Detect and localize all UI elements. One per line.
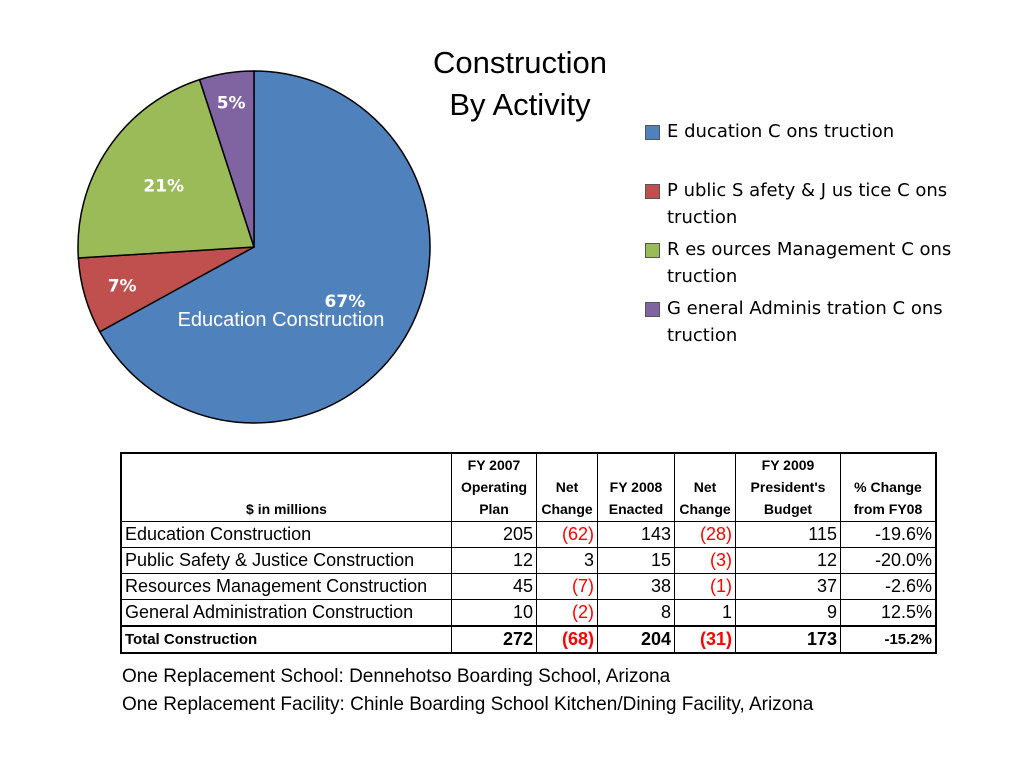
pie-slice-resources xyxy=(77,78,256,259)
legend-item-education: E ducation C ons truction xyxy=(645,118,965,145)
cell-net-change-2: (28) xyxy=(674,521,736,548)
total-net-change-1: (68) xyxy=(536,625,598,654)
header-fy2007: FY 2007 Operating Plan xyxy=(451,452,537,522)
total-pct-change: -15.2% xyxy=(840,625,937,654)
chart-title-line: By Activity xyxy=(449,87,591,122)
cell-fy2007: 12 xyxy=(451,547,537,574)
header-pct-change: % Change from FY08 xyxy=(840,452,937,522)
header-net-change-1: Net Change xyxy=(536,452,598,522)
legend-label-general-admin: G eneral Adminis tration C ons truction xyxy=(667,298,943,346)
pie-annotation: Education Construction xyxy=(178,309,385,331)
header-in-millions: $ in millions xyxy=(120,452,452,522)
table-row: Resources Management Construction 45 (7)… xyxy=(120,573,937,600)
legend-swatch-education xyxy=(645,125,660,140)
cell-pct-change: -2.6% xyxy=(840,573,937,600)
total-fy2009: 173 xyxy=(735,625,841,654)
cell-fy2009: 115 xyxy=(735,521,841,548)
legend-swatch-resources xyxy=(645,243,660,258)
footer-notes: One Replacement School: Dennehotso Board… xyxy=(122,663,813,719)
legend-label-resources: R es ources Management C ons truction xyxy=(667,239,952,287)
pie-chart: 67% 7% 21% 5% Education Construction xyxy=(77,70,431,424)
cell-fy2009: 9 xyxy=(735,599,841,627)
legend-swatch-general-admin xyxy=(645,302,660,317)
table-row: General Administration Construction 10 (… xyxy=(120,599,937,627)
cell-net-change-1: (7) xyxy=(536,573,598,600)
total-fy2008: 204 xyxy=(597,625,675,654)
cell-fy2008: 8 xyxy=(597,599,675,627)
total-label: Total Construction xyxy=(120,625,452,654)
pie-label-education: 67% xyxy=(325,292,366,312)
legend-item-general-admin: G eneral Adminis tration C ons truction xyxy=(645,295,965,349)
legend-label-public-safety: P ublic S afety & J us tice C ons tructi… xyxy=(667,180,948,228)
pie-slice-general-admin xyxy=(198,70,255,248)
legend-label-education: E ducation C ons truction xyxy=(667,121,895,142)
cell-fy2007: 10 xyxy=(451,599,537,627)
chart-legend: E ducation C ons truction P ublic S afet… xyxy=(645,118,965,354)
table-total-row: Total Construction 272 (68) 204 (31) 173… xyxy=(120,625,937,654)
legend-item-resources: R es ources Management C ons truction xyxy=(645,236,965,290)
pie-label-public-safety: 7% xyxy=(108,276,137,296)
chart-title-line: Construction xyxy=(432,45,608,80)
cell-pct-change: -19.6% xyxy=(840,521,937,548)
header-fy2009: FY 2009 President's Budget xyxy=(735,452,841,522)
legend-item-public-safety: P ublic S afety & J us tice C ons tructi… xyxy=(645,177,965,231)
cell-net-change-2: 1 xyxy=(674,599,736,627)
cell-net-change-1: (2) xyxy=(536,599,598,627)
cell-fy2009: 12 xyxy=(735,547,841,574)
row-label: General Administration Construction xyxy=(120,599,452,627)
cell-fy2008: 143 xyxy=(597,521,675,548)
header-net-change-2: Net Change xyxy=(674,452,736,522)
cell-pct-change: 12.5% xyxy=(840,599,937,627)
total-fy2007: 272 xyxy=(451,625,537,654)
legend-swatch-public-safety xyxy=(645,184,660,199)
chart-title: Construction By Activity xyxy=(380,42,660,126)
table-row: Education Construction 205 (62) 143 (28)… xyxy=(120,521,937,548)
construction-table: $ in millions FY 2007 Operating Plan Net… xyxy=(120,452,937,654)
cell-fy2007: 205 xyxy=(451,521,537,548)
row-label: Public Safety & Justice Construction xyxy=(120,547,452,574)
cell-net-change-1: 3 xyxy=(536,547,598,574)
footer-line-1: One Replacement School: Dennehotso Board… xyxy=(122,666,671,687)
cell-fy2008: 15 xyxy=(597,547,675,574)
footer-line-2: One Replacement Facility: Chinle Boardin… xyxy=(122,694,814,715)
pie-label-resources: 21% xyxy=(143,177,184,197)
row-label: Resources Management Construction xyxy=(120,573,452,600)
chart-title-text: Construction By Activity xyxy=(380,42,660,126)
cell-fy2008: 38 xyxy=(597,573,675,600)
cell-fy2007: 45 xyxy=(451,573,537,600)
row-label: Education Construction xyxy=(120,521,452,548)
pie-slice-education xyxy=(98,70,431,424)
table-header-row: $ in millions FY 2007 Operating Plan Net… xyxy=(120,452,937,522)
total-net-change-2: (31) xyxy=(674,625,736,654)
cell-pct-change: -20.0% xyxy=(840,547,937,574)
cell-net-change-2: (3) xyxy=(674,547,736,574)
cell-net-change-1: (62) xyxy=(536,521,598,548)
table-row: Public Safety & Justice Construction 12 … xyxy=(120,547,937,574)
cell-net-change-2: (1) xyxy=(674,573,736,600)
cell-fy2009: 37 xyxy=(735,573,841,600)
pie-label-general-admin: 5% xyxy=(217,94,246,114)
header-fy2008: FY 2008 Enacted xyxy=(597,452,675,522)
